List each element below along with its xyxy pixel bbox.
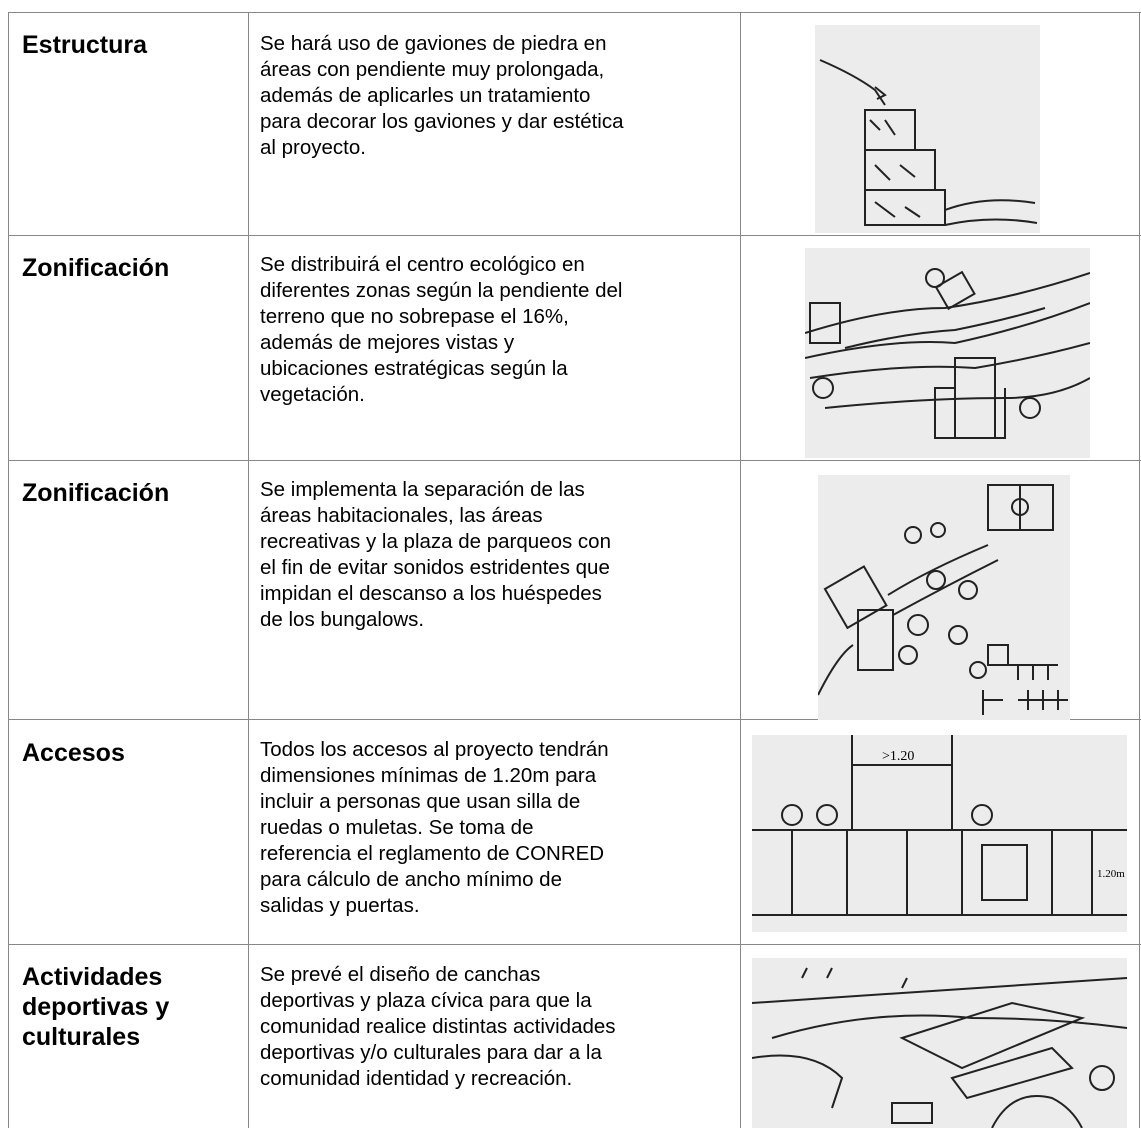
description-line: para cálculo de ancho mínimo de — [260, 868, 562, 891]
description-line: comunidad identidad y recreación. — [260, 1067, 573, 1090]
heading-line: Accesos — [22, 739, 125, 767]
description-line: referencia el reglamento de CONRED — [260, 842, 605, 865]
description-line: comunidad realice distintas actividades — [260, 1015, 616, 1038]
heading-line: Zonificación — [22, 254, 170, 282]
rule — [8, 235, 1141, 236]
description-line: ubicaciones estratégicas según la — [260, 357, 568, 380]
heading-line: culturales — [22, 1023, 141, 1051]
heading-line: Actividades — [22, 963, 163, 991]
sketch-zoning-2 — [818, 475, 1070, 720]
rule — [8, 719, 1141, 720]
row-heading: Zonificación — [22, 478, 169, 508]
description-line: incluir a personas que usan silla de — [260, 790, 581, 813]
description-line: Se prevé el diseño de canchas — [260, 963, 541, 986]
description-line: para decorar los gaviones y dar estética — [260, 110, 624, 133]
description-line: Se distribuirá el centro ecológico en — [260, 253, 585, 276]
description-line: salidas y puertas. — [260, 894, 420, 917]
description-line: impidan el descanso a los huéspedes — [260, 582, 602, 605]
svg-text:1.20m: 1.20m — [1097, 868, 1125, 880]
sketch-gabions — [815, 25, 1040, 233]
description-line: además de mejores vistas y — [260, 331, 515, 354]
description-line: Se implementa la separación de las — [260, 478, 585, 501]
rule — [740, 12, 741, 1128]
row-description: Se distribuirá el centro ecológico en dif… — [260, 252, 622, 408]
description-line: deportivas y/o culturales para dar a la — [260, 1041, 602, 1064]
description-line: dimensiones mínimas de 1.20m para — [260, 764, 597, 787]
description-line: de los bungalows. — [260, 608, 425, 631]
row-heading: Zonificación — [22, 253, 169, 283]
row-heading: Accesos — [22, 738, 125, 768]
row-description: Todos los accesos al proyecto tendrán dim… — [260, 737, 609, 919]
heading-line: Zonificación — [22, 479, 170, 507]
description-line: deportivas y plaza cívica para que la — [260, 989, 592, 1012]
description-line: vegetación. — [260, 383, 365, 406]
row-description: Se implementa la separación de las áreas … — [260, 477, 611, 633]
rule — [1139, 12, 1140, 1128]
sketch-access: >1.20 1.20m — [752, 735, 1127, 932]
row-heading: Estructura — [22, 30, 147, 60]
description-line: Todos los accesos al proyecto tendrán — [260, 738, 609, 761]
description-line: al proyecto. — [260, 136, 366, 159]
row-heading: Actividades deportivas y culturales — [22, 962, 169, 1052]
description-line: terreno que no sobrepase el 16%, — [260, 305, 569, 328]
description-line: Se hará uso de gaviones de piedra en — [260, 32, 607, 55]
description-line: diferentes zonas según la pendiente del — [260, 279, 623, 302]
rule — [248, 12, 249, 1128]
description-line: áreas con pendiente muy prolongada, — [260, 58, 605, 81]
svg-text:>1.20: >1.20 — [882, 749, 914, 764]
row-description: Se hará uso de gaviones de piedra en área… — [260, 31, 624, 161]
rule — [8, 12, 9, 1128]
description-line: áreas habitacionales, las áreas — [260, 504, 543, 527]
sketch-zoning-1 — [805, 248, 1090, 458]
description-line: recreativas y la plaza de parqueos con — [260, 530, 611, 553]
rule — [8, 12, 1141, 13]
description-line: el fin de evitar sonidos estridentes que — [260, 556, 610, 579]
rule — [8, 460, 1141, 461]
description-line: ruedas o muletas. Se toma de — [260, 816, 534, 839]
rule — [8, 944, 1141, 945]
description-line: además de aplicarles un tratamiento — [260, 84, 591, 107]
heading-line: Estructura — [22, 31, 148, 59]
row-description: Se prevé el diseño de canchas deportivas … — [260, 962, 616, 1092]
heading-line: deportivas y — [22, 993, 170, 1021]
sketch-sports — [752, 958, 1127, 1128]
